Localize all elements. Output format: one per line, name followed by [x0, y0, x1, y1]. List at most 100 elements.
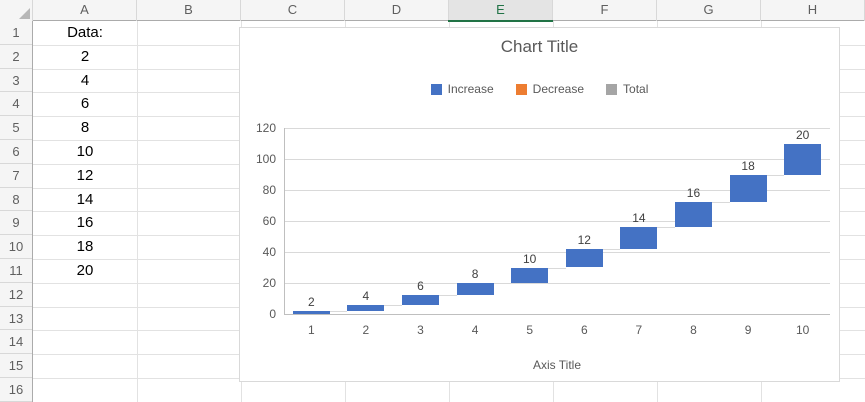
y-tick-label: 80 [262, 183, 276, 197]
connector-line [439, 295, 457, 297]
row-header-10[interactable]: 10 [0, 235, 32, 259]
y-tick-label: 0 [269, 307, 276, 321]
x-tick-label: 3 [417, 323, 424, 337]
row-header-9[interactable]: 9 [0, 211, 32, 236]
y-tick-label: 40 [262, 245, 276, 259]
row-header-7[interactable]: 7 [0, 164, 32, 188]
x-axis-title[interactable]: Axis Title [532, 358, 581, 372]
y-tick-label: 60 [262, 214, 276, 228]
legend-swatch-total [606, 83, 618, 95]
cell-A4[interactable]: 6 [80, 95, 90, 113]
cell-A2[interactable]: 2 [80, 47, 90, 65]
x-tick-label: 10 [796, 323, 810, 337]
bar-label: 20 [796, 127, 810, 142]
connector-line [384, 304, 402, 306]
column-header-F[interactable]: F [553, 0, 657, 21]
row-header-13[interactable]: 13 [0, 307, 32, 331]
row-header-16[interactable]: 16 [0, 378, 32, 402]
gridline [284, 159, 830, 160]
bar-label: 10 [523, 251, 537, 266]
column-header-G[interactable]: G [657, 0, 761, 21]
y-tick-label: 20 [262, 276, 276, 290]
waterfall-bar-9[interactable] [729, 174, 767, 203]
cell-A3[interactable]: 4 [80, 71, 90, 89]
x-tick-label: 5 [526, 323, 534, 337]
y-tick-label: 100 [255, 152, 276, 166]
gridline [284, 221, 830, 222]
row-header-2[interactable]: 2 [0, 45, 32, 69]
waterfall-bar-10[interactable] [784, 143, 822, 175]
bar-label: 2 [307, 294, 315, 309]
bar-label: 12 [577, 232, 591, 247]
waterfall-bar-6[interactable] [565, 248, 603, 268]
row-header-12[interactable]: 12 [0, 283, 32, 307]
column-header-C[interactable]: C [241, 0, 345, 21]
plot-area: 0 20 40 60 80 100 120 2 1 4 2 6 3 8 4 10 5 12 6 14 7 16 8 18 9 20… [240, 28, 839, 381]
row-header-15[interactable]: 15 [0, 354, 32, 378]
row-header-column: 1 2 3 4 5 6 7 8 9 10 11 12 13 14 15 16 [0, 21, 33, 402]
legend-swatch-decrease [515, 83, 527, 95]
connector-line [602, 248, 621, 250]
bar-label: 8 [471, 267, 479, 281]
waterfall-bar-2[interactable] [347, 304, 385, 311]
column-header-H[interactable]: H [761, 0, 865, 21]
legend-item-decrease[interactable]: Decrease [515, 82, 585, 96]
row-header-14[interactable]: 14 [0, 330, 32, 355]
waterfall-bar-1[interactable] [292, 310, 330, 314]
waterfall-bar-7[interactable] [620, 227, 658, 249]
legend-label: Increase [447, 82, 494, 96]
select-all-triangle-icon [19, 8, 30, 19]
connector-line [329, 310, 348, 312]
cell-A11[interactable]: 20 [76, 262, 94, 279]
x-tick-label: 8 [690, 323, 697, 337]
connector-line [766, 174, 785, 176]
legend-item-increase[interactable]: Increase [430, 82, 494, 96]
chart-title[interactable]: Chart Title [500, 37, 579, 56]
connector-line [657, 227, 675, 229]
row-header-6[interactable]: 6 [0, 140, 32, 164]
waterfall-bar-3[interactable] [402, 295, 439, 305]
connector-line [493, 283, 512, 284]
legend-label: Decrease [532, 82, 585, 96]
x-tick-label: 6 [580, 323, 588, 337]
x-tick-label: 1 [307, 323, 315, 337]
bar-label: 4 [362, 288, 370, 303]
row-header-8[interactable]: 8 [0, 188, 32, 212]
connector-line [712, 202, 730, 204]
gridline [284, 283, 830, 284]
connector-line [548, 267, 566, 269]
x-axis-line [284, 314, 830, 315]
x-tick-label: 4 [471, 323, 479, 337]
bar-label: 14 [632, 211, 646, 226]
cell-A1[interactable]: Data: [67, 24, 103, 41]
waterfall-bar-8[interactable] [675, 202, 712, 228]
legend-swatch-increase [430, 83, 442, 95]
cell-A9[interactable]: 16 [76, 214, 94, 232]
row-header-5[interactable]: 5 [0, 116, 32, 140]
cell-A8[interactable]: 14 [76, 190, 94, 208]
chart[interactable]: Chart Title Increase Decrease Total 0 20 40 6… [239, 27, 840, 382]
column-header-B[interactable]: B [137, 0, 241, 21]
legend-item-total[interactable]: Total [606, 82, 648, 96]
column-header-D[interactable]: D [345, 0, 449, 21]
select-all-corner[interactable] [0, 0, 33, 21]
cell-A5[interactable]: 8 [80, 119, 90, 137]
bar-label: 18 [741, 158, 755, 173]
x-tick-label: 2 [362, 323, 370, 337]
row-header-3[interactable]: 3 [0, 69, 32, 93]
row-header-1[interactable]: 1 [0, 21, 32, 45]
selected-column-underline [448, 20, 553, 22]
waterfall-bar-5[interactable] [511, 267, 549, 283]
waterfall-bar-4[interactable] [456, 283, 494, 296]
row-header-4[interactable]: 4 [0, 92, 32, 117]
bar-label: 6 [417, 279, 424, 294]
column-header-A[interactable]: A [33, 0, 137, 21]
cell-A7[interactable]: 12 [76, 166, 94, 184]
column-header-E[interactable]: E [448, 0, 553, 22]
x-tick-label: 9 [744, 323, 752, 337]
cell-A10[interactable]: 18 [76, 238, 94, 256]
row-header-11[interactable]: 11 [0, 259, 32, 283]
chart-legend: Increase Decrease Total [240, 82, 839, 96]
cell-A6[interactable]: 10 [76, 143, 94, 160]
